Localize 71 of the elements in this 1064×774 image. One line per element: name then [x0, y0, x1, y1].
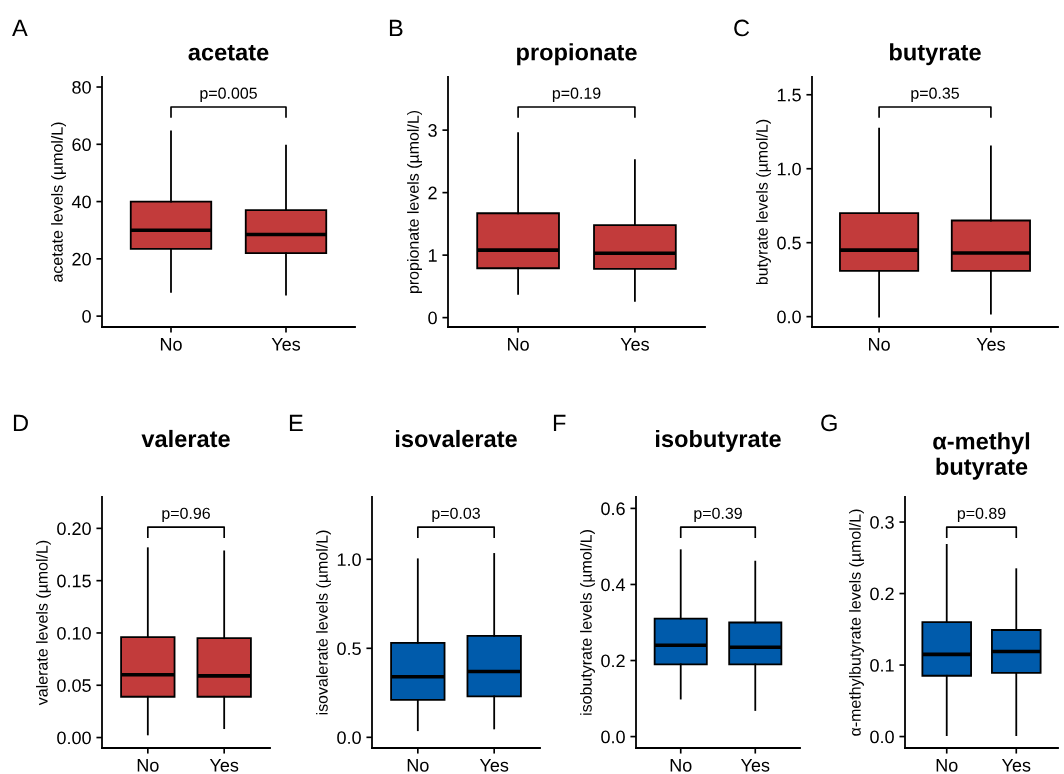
y-tick-label: 1.0 — [337, 553, 361, 567]
annotation: p=0.35 — [911, 87, 959, 102]
y-tick-label: 0.4 — [601, 578, 626, 592]
y-tick-label: 0.5 — [337, 642, 361, 656]
y-axis-title: butyrate levels (µmol/L) — [756, 119, 771, 285]
y-tick-label: 0.0 — [337, 731, 361, 745]
y-tick-label: 0.00 — [57, 731, 91, 745]
x-tick-label: No — [407, 759, 429, 772]
chart-title: propionate — [517, 43, 637, 66]
annotation: p=0.005 — [200, 87, 257, 102]
y-tick-label: 0.05 — [57, 679, 91, 692]
y-axis-title: propionate levels (µmol/L) — [407, 110, 422, 294]
y-axis-title: valerate levels (µmol/L) — [36, 540, 51, 706]
y-tick-label: 2 — [428, 186, 437, 200]
y-tick-label: 0 — [82, 310, 91, 323]
y-tick-label: 0.0 — [777, 310, 801, 324]
y-tick-label: 1.5 — [777, 88, 801, 102]
y-tick-label: 1.0 — [777, 162, 801, 176]
x-tick-label: Yes — [976, 338, 1005, 351]
y-axis-title: α-methylbutyrate levels (µmol/L) — [849, 509, 864, 736]
text: G — [821, 414, 837, 432]
x-tick-label: No — [936, 759, 958, 772]
x-tick-label: Yes — [620, 338, 649, 351]
y-tick-label: 60 — [72, 138, 91, 152]
y-tick-label: 0.15 — [57, 574, 91, 588]
x-tick-label: Yes — [271, 338, 301, 351]
y-tick-label: 80 — [72, 80, 91, 94]
chart-title: isobutyrate — [656, 429, 781, 452]
y-tick-label: 1 — [428, 249, 437, 262]
y-tick-label: 0.20 — [57, 522, 91, 536]
annotation: p=0.89 — [957, 507, 1006, 523]
annotation: p=0.03 — [432, 507, 480, 523]
x-tick-label: No — [508, 338, 529, 351]
x-tick-label: No — [160, 338, 182, 351]
annotation: p=0.39 — [694, 507, 742, 523]
chart-title: butyrate — [889, 43, 981, 66]
chart-title: acetate — [188, 44, 269, 61]
x-tick-label: No — [869, 338, 890, 351]
chart-title: valerate — [141, 429, 230, 448]
y-tick-label: 3 — [428, 124, 437, 137]
text: D — [13, 414, 28, 432]
y-tick-label: 0.10 — [57, 626, 91, 640]
y-tick-label: 0.0 — [601, 730, 625, 744]
y-tick-label: 0.3 — [870, 515, 894, 529]
chart-title: α-methyl butyrate — [933, 432, 1030, 480]
y-tick-label: 0.2 — [601, 654, 625, 668]
y-tick-label: 20 — [72, 252, 91, 266]
x-tick-label: Yes — [1001, 759, 1031, 772]
y-tick-label: 0.5 — [777, 236, 801, 250]
y-tick-label: 0.0 — [870, 730, 894, 744]
x-tick-label: Yes — [479, 759, 509, 772]
chart-title: isovalerate — [395, 429, 517, 448]
y-axis-title: acetate levels (µmol/L) — [51, 122, 66, 282]
text: B — [389, 19, 403, 37]
x-tick-label: No — [137, 759, 159, 772]
annotation: p=0.96 — [162, 507, 210, 523]
y-tick-label: 40 — [71, 195, 91, 209]
y-tick-label: 0.2 — [870, 587, 894, 601]
x-tick-label: No — [670, 759, 692, 772]
text: C — [734, 19, 750, 37]
y-tick-label: 0.6 — [601, 502, 625, 516]
y-axis-title: isobutyrate levels (µmol/L) — [580, 530, 595, 715]
text: E — [289, 414, 303, 432]
text: A — [12, 19, 28, 37]
annotation: p=0.19 — [552, 87, 601, 102]
x-tick-label: Yes — [209, 759, 239, 772]
y-tick-label: 0.1 — [870, 658, 894, 672]
text: F — [553, 414, 566, 432]
y-axis-title: isovalerate levels (µmol/L) — [316, 530, 331, 715]
y-tick-label: 0 — [428, 311, 437, 325]
x-tick-label: Yes — [740, 759, 770, 772]
